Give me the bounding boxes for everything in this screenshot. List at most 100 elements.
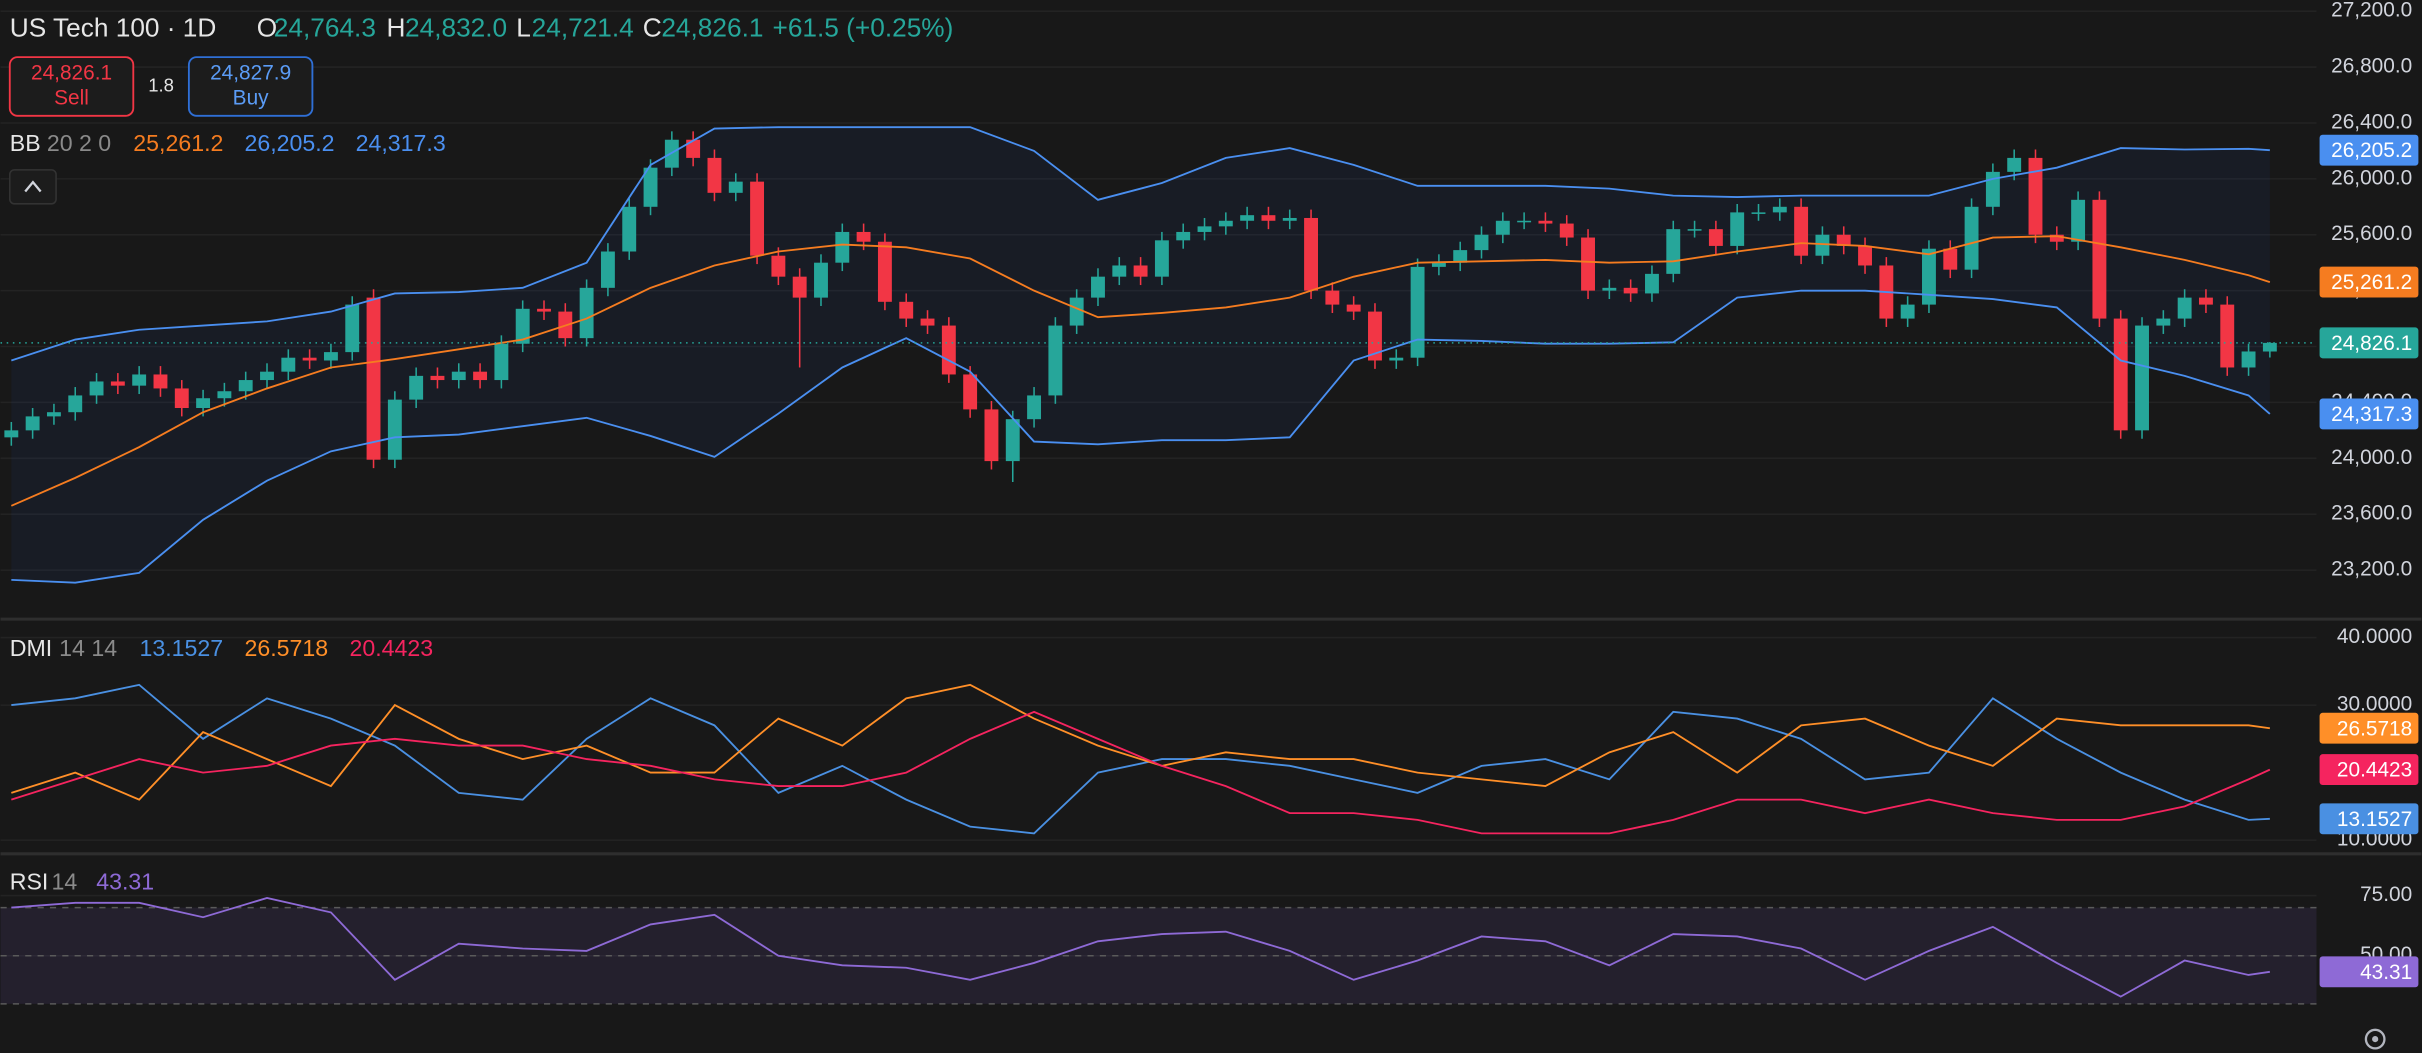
candle-body [1325, 290, 1340, 305]
candle-body [1346, 304, 1361, 312]
collapse-box[interactable] [9, 169, 57, 205]
candle-body [473, 371, 488, 381]
candle-body [409, 375, 424, 400]
candle-body [600, 251, 615, 288]
indicator-line [11, 289, 2271, 584]
candle-body [387, 399, 402, 460]
candle-body [1474, 234, 1489, 251]
candle-body [1240, 215, 1255, 221]
legend-value: 26,205.2 [244, 130, 334, 156]
candle-body [877, 241, 892, 302]
ohlc-value: 24,832.0 [405, 12, 507, 42]
indicator-line [11, 126, 2270, 362]
legend-indicator: BB [10, 130, 41, 156]
value-tag-label: 26,205.2 [2331, 139, 2412, 162]
spread: 1.8 [148, 74, 174, 95]
candle-body [2071, 199, 2086, 242]
candle-body [451, 371, 466, 381]
legend-params: 14 [51, 868, 77, 894]
y-tick-label: 23,200.0 [2331, 558, 2412, 581]
candle-body [174, 388, 189, 409]
candle-body [1133, 265, 1148, 277]
candle-body [579, 287, 594, 339]
buy-button[interactable]: 24,827.9 Buy [187, 56, 314, 117]
candle-body [1218, 220, 1233, 227]
candle-body [537, 308, 551, 312]
candle-body [1154, 240, 1169, 277]
candle-body [750, 181, 765, 256]
candle-body [835, 231, 850, 263]
candle-body [1069, 297, 1084, 326]
candle-body [1772, 206, 1787, 213]
sell-price[interactable]: 24,826.1 [31, 62, 112, 85]
collapse-icon[interactable] [24, 180, 42, 193]
candle-body [46, 412, 61, 417]
y-tick-label: 25,600.0 [2331, 222, 2412, 245]
legend-value: 24,317.3 [356, 130, 446, 156]
candle-body [2049, 234, 2064, 242]
plot-layer [0, 126, 2317, 1005]
tag-layer: 25,261.2 26,205.2 24,317.3 24,826.1 13.1527 2… [2319, 134, 2419, 988]
candle-body [1453, 250, 1468, 263]
candle-body [2028, 157, 2043, 235]
legend-value: 43.31 [96, 868, 154, 894]
candle-body [323, 352, 338, 361]
y-tick-label: 26,800.0 [2331, 55, 2412, 78]
candle-body [260, 371, 274, 381]
candle-body [345, 304, 360, 353]
candle-body [941, 325, 956, 375]
sell-box[interactable] [8, 56, 135, 117]
legend-params: 20 2 0 [47, 130, 111, 156]
legend-value: 20.4423 [349, 635, 433, 661]
candle-body [2092, 199, 2107, 319]
candle-body [110, 381, 125, 386]
candle-body [2113, 318, 2128, 431]
candle-body [1666, 229, 1681, 274]
candle-body [1410, 266, 1425, 358]
buy-price[interactable]: 24,827.9 [210, 62, 291, 85]
candle-body [2156, 318, 2171, 326]
candle-body [430, 375, 445, 381]
candle-body [89, 381, 104, 396]
candle-body [728, 181, 743, 193]
candle-body [2177, 297, 2192, 319]
indicator-line [11, 683, 2270, 835]
candle-body [1197, 226, 1212, 232]
ohlc-value: 24,721.4 [532, 12, 634, 42]
candle-body [1815, 234, 1830, 256]
candle-body [494, 343, 509, 381]
value-tag-label: 24,317.3 [2331, 403, 2412, 426]
candle-body [1368, 311, 1382, 361]
value-tag-label: 25,261.2 [2331, 271, 2412, 294]
ohlc-key: L [516, 12, 531, 42]
candle-body [238, 380, 253, 392]
buy-box[interactable] [187, 56, 314, 117]
indicator-line [10, 235, 2271, 507]
y-tick-label: 27,200.0 [2331, 0, 2412, 22]
settings-icon-center[interactable] [2372, 1036, 2379, 1043]
sell-button[interactable]: 24,826.1 Sell [8, 56, 135, 117]
indicator-line [11, 897, 2271, 998]
candle-body [1623, 287, 1638, 294]
candle-body [25, 416, 40, 431]
candle-body [2007, 157, 2022, 172]
settings-icon[interactable] [2364, 1028, 2386, 1050]
candle-body [153, 374, 168, 389]
legend-indicator: DMI [10, 635, 52, 661]
indicator-line [11, 710, 2271, 835]
ohlc-key: H [387, 12, 406, 42]
settings-button[interactable] [2364, 1028, 2386, 1050]
value-tag [2319, 754, 2419, 786]
candle-body [899, 301, 914, 319]
candle-body [1517, 220, 1532, 223]
candle-body [1730, 212, 1745, 246]
collapse-button[interactable] [9, 169, 57, 205]
legend-value: 25,261.2 [133, 130, 223, 156]
candle-body [792, 276, 807, 298]
candle-body [1645, 273, 1659, 294]
buy-label[interactable]: Buy [233, 86, 269, 109]
sell-label[interactable]: Sell [54, 86, 89, 109]
band-fill [11, 127, 2270, 583]
